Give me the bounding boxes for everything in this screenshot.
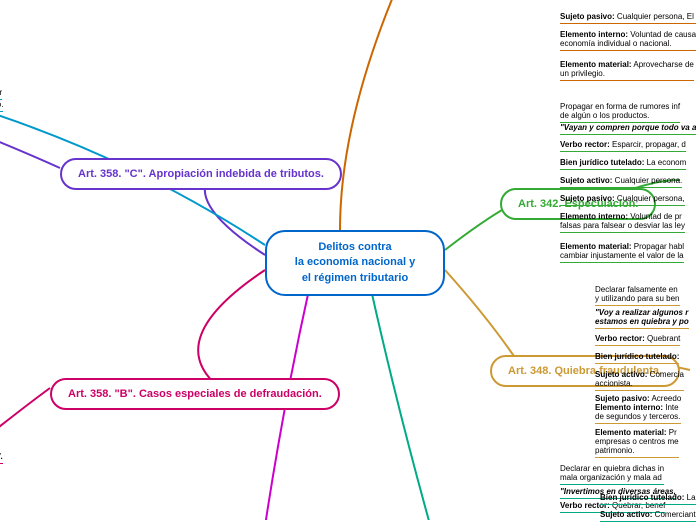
detail-item: Sujeto pasivo: Cualquier persona, El E	[560, 12, 696, 24]
detail-item: "Vayan y compren porque todo va a	[560, 123, 696, 135]
detail-item: Verbo rector: Quebrant	[595, 334, 680, 346]
branch-art358c[interactable]: Art. 358. "C". Apropiación indebida de t…	[60, 158, 342, 190]
detail-item: Elemento interno: Voluntad de prfalsas p…	[560, 212, 685, 233]
detail-item: "Voy a realizar algunos restamos en quie…	[595, 308, 689, 329]
branch-art358b[interactable]: Art. 358. "B". Casos especiales de defra…	[50, 378, 340, 410]
detail-item: Sujeto activo: Comerciante,	[600, 510, 696, 522]
detail-item: itaré".	[0, 452, 3, 464]
detail-item: Declarar falsamente eny utilizando para …	[595, 285, 680, 306]
detail-item: Sujeto activo: Comerciaaccionista.	[595, 370, 684, 391]
detail-item: Bien jurídico tutelado: La econom	[560, 158, 686, 170]
detail-item: Bien jurídico tutelado:	[595, 352, 679, 364]
detail-item: Bien jurídico tutelado: La ec	[600, 493, 696, 505]
detail-item: Elemento material: Aprovecharse deun pri…	[560, 60, 694, 81]
detail-item: io.	[0, 100, 3, 112]
center-node[interactable]: Delitos contrala economía nacional yel r…	[265, 230, 445, 296]
detail-item: Sujeto pasivo: AcreedoElemento interno: …	[595, 394, 681, 424]
detail-item: Sujeto activo: Cualquier persona.	[560, 176, 682, 188]
detail-item: Sujeto pasivo: Cualquier persona,	[560, 194, 685, 206]
detail-item: Elemento interno: Voluntad de causaecono…	[560, 30, 696, 51]
detail-item: Elemento material: Propagar hablcambiar …	[560, 242, 684, 263]
detail-item: Verbo rector: Esparcir, propagar, d	[560, 140, 686, 152]
detail-item: ar	[0, 88, 2, 100]
detail-item: Declarar en quiebra dichas inmala organi…	[560, 464, 664, 485]
detail-item: Propagar en forma de rumores infde algún…	[560, 102, 680, 123]
detail-item: Elemento material: Prempresas o centros …	[595, 428, 679, 458]
